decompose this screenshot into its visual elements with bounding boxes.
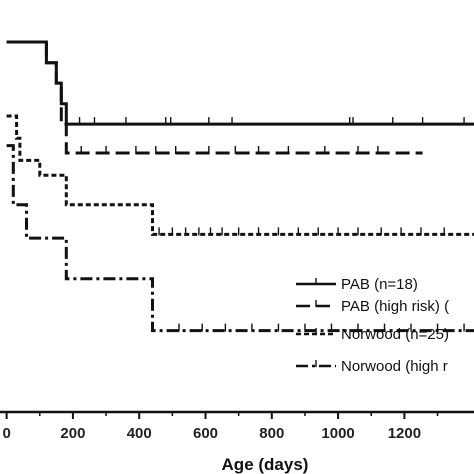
x-tick-label-2: 400 [127,425,152,442]
legend-label-2: Norwood (n=25) [341,326,449,343]
x-tick-label-3: 600 [193,425,218,442]
series-line-0 [6,40,474,126]
x-axis-title: Age (days) [222,455,309,474]
plot-area [6,40,474,333]
legend-label-0: PAB (n=18) [341,276,418,293]
x-tick-label-0: 0 [2,425,10,442]
series-line-3 [6,144,474,333]
series-line-2 [6,114,474,236]
x-tick-label-1: 200 [60,425,85,442]
x-axis: 0 200 400 600 800 1000 1200 [0,410,474,442]
x-tick-label-6: 1200 [388,425,421,442]
legend: PAB (n=18) PAB (high risk) ( Norwood (n=25… [296,276,449,375]
x-tick-label-5: 1000 [321,425,354,442]
series-line-1 [6,40,423,155]
x-tick-label-4: 800 [259,425,284,442]
legend-label-1: PAB (high risk) ( [341,298,449,315]
legend-label-3: Norwood (high r [341,358,448,375]
